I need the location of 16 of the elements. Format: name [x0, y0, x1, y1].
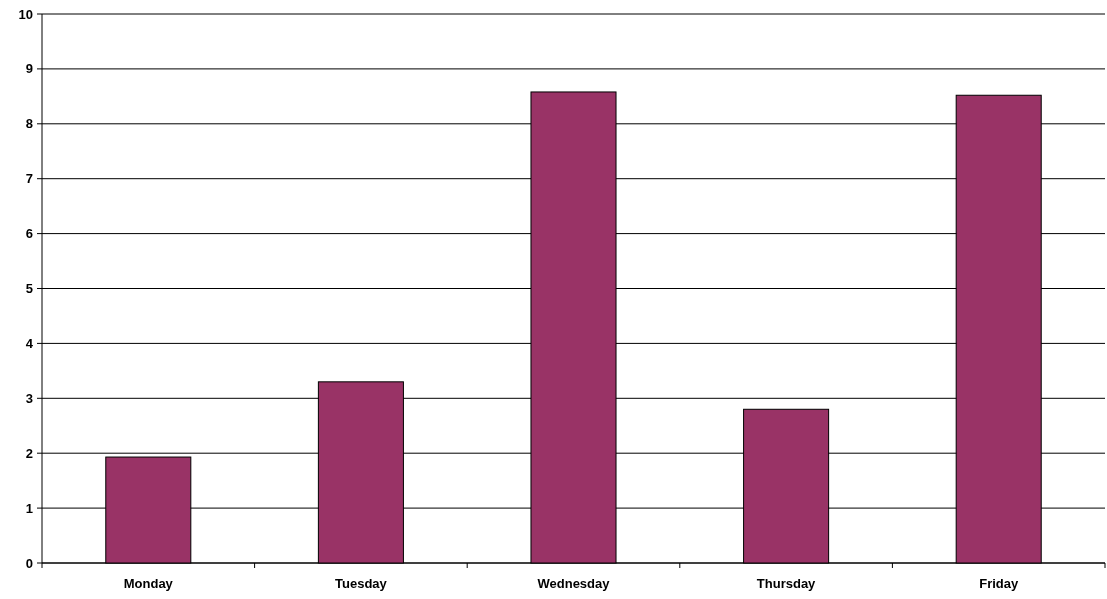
x-tick-label: Tuesday [335, 576, 388, 591]
y-tick-label: 6 [25, 226, 33, 242]
y-tick-label: 3 [25, 390, 33, 406]
x-tick-label: Monday [123, 576, 174, 591]
y-tick-label: 4 [25, 335, 34, 351]
y-tick-label: 1 [25, 500, 33, 516]
y-tick-label: 5 [25, 281, 33, 297]
x-tick-label: Thursday [756, 576, 817, 591]
y-tick-label: 10 [18, 6, 33, 22]
y-tick-label: 9 [25, 61, 33, 77]
y-tick-label: 7 [25, 171, 33, 187]
y-tick-label: 8 [25, 116, 33, 132]
x-tick-label: Wednesday [537, 576, 611, 591]
y-tick-label: 2 [25, 445, 33, 461]
x-tick-label: Friday [979, 576, 1019, 591]
y-tick-label: 0 [25, 555, 33, 571]
